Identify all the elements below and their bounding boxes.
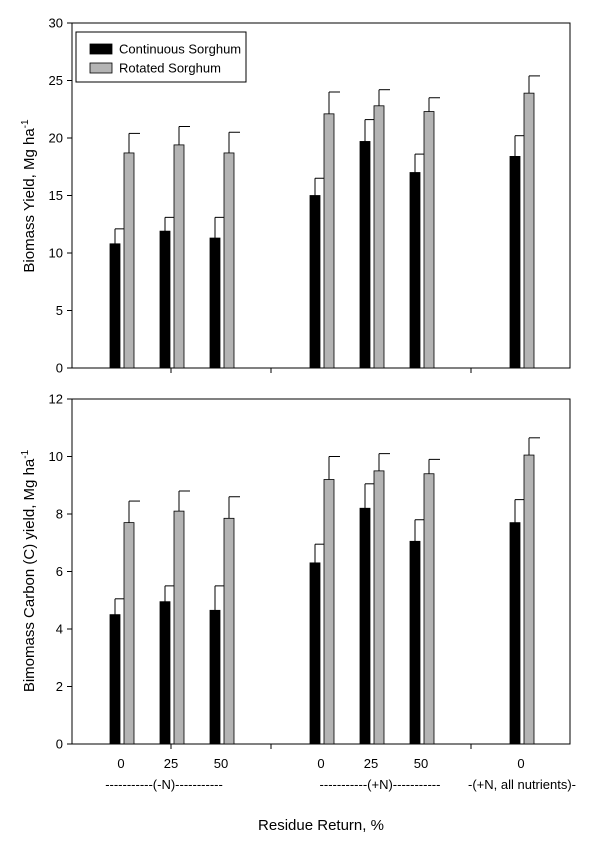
group-label-plus-n: -----------(+N)----------- [320,777,441,792]
biomass-bar-rotated [373,105,385,369]
biomass-y-tick-label: 25 [49,73,63,88]
carbon-bar-continuous [109,614,121,745]
biomass-bar-continuous [109,243,121,369]
legend: Continuous Sorghum Rotated Sorghum [75,31,247,83]
biomass-bar-rotated [123,152,135,369]
carbon-category-label: 0 [317,756,324,771]
carbon-category-label: 50 [414,756,428,771]
carbon-plot-frame [71,398,571,745]
biomass-bar-continuous [159,230,171,369]
carbon-y-tick-label: 2 [56,679,63,694]
legend-swatch-rotated [89,62,113,74]
biomass-bar-continuous [359,141,371,369]
biomass-y-tick-label: 20 [49,131,63,146]
carbon-y-tick-label: 0 [56,737,63,752]
carbon-bar-rotated [423,473,435,745]
carbon-category-label: 50 [214,756,228,771]
carbon-bar-continuous [359,507,371,745]
biomass-bar-continuous [309,195,321,369]
carbon-bar-continuous [409,540,421,745]
legend-swatch-continuous [89,43,113,55]
carbon-y-tick-label: 4 [56,622,63,637]
carbon-y-tick-label: 6 [56,564,63,579]
carbon-y-tick-label: 12 [49,392,63,407]
carbon-category-label: 0 [117,756,124,771]
carbon-bar-rotated [323,479,335,745]
carbon-category-label: 0 [517,756,524,771]
carbon-category-label: 25 [364,756,378,771]
biomass-bar-rotated [223,152,235,369]
biomass-bar-rotated [173,144,185,369]
biomass-y-axis-label: Biomass Yield, Mg ha-1 [20,119,38,273]
carbon-bar-rotated [223,517,235,745]
carbon-bar-continuous [209,609,221,745]
biomass-y-tick-label: 30 [49,16,63,31]
carbon-y-tick-label: 8 [56,507,63,522]
biomass-bar-rotated [423,111,435,369]
legend-label-continuous: Continuous Sorghum [119,42,241,57]
biomass-y-tick-label: 5 [56,303,63,318]
group-label-all-nutrients: -(+N, all nutrients)- [468,777,576,792]
carbon-bar-rotated [373,470,385,745]
biomass-bar-continuous [209,237,221,369]
carbon-bar-continuous [309,562,321,745]
biomass-y-tick-label: 15 [49,188,63,203]
biomass-y-tick-label: 10 [49,246,63,261]
legend-label-rotated: Rotated Sorghum [119,61,221,76]
carbon-bar-continuous [159,601,171,745]
carbon-chart: Bimomass Carbon (C) yield, Mg ha-1 0 2 4 6 8… [20,392,571,771]
carbon-bar-continuous [509,522,521,745]
carbon-y-axis-label: Bimomass Carbon (C) yield, Mg ha-1 [20,449,38,692]
biomass-bar-continuous [409,172,421,369]
group-label-minus-n: -----------(-N)----------- [105,777,223,792]
biomass-bar-rotated [523,92,535,369]
biomass-bar-rotated [323,113,335,369]
carbon-bar-rotated [123,522,135,745]
biomass-y-tick-label: 0 [56,361,63,376]
carbon-y-tick-label: 10 [49,449,63,464]
carbon-bar-rotated [523,454,535,745]
x-axis-title: Residue Return, % [258,817,384,834]
biomass-chart: Biomass Yield, Mg ha-1 Continuous Sorghu… [20,16,571,376]
carbon-bar-rotated [173,510,185,745]
biomass-bar-continuous [509,155,521,369]
carbon-category-label: 25 [164,756,178,771]
legend-box [75,31,247,83]
